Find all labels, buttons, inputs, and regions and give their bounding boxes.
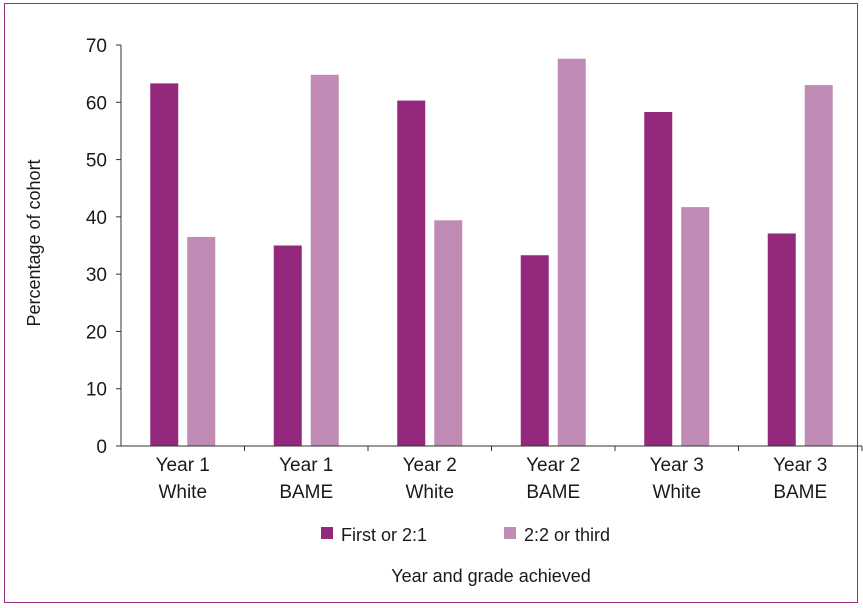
chart-frame: [4, 3, 858, 603]
x-tick-label: White: [652, 482, 701, 503]
x-tick-label: Year 1: [156, 455, 210, 476]
y-axis-title: Percentage of cohort: [24, 159, 44, 326]
x-tick-label: BAME: [526, 482, 580, 503]
bars: [150, 58, 833, 447]
y-tick-label: 60: [86, 93, 107, 114]
bar-first-or-2-1: [397, 100, 426, 447]
x-tick-label: Year 3: [773, 455, 827, 476]
y-axis: 0 10 20 30 40 50 60 70: [86, 36, 122, 458]
bar-first-or-2-1: [644, 112, 673, 446]
bar-2-2-or-third: [187, 236, 216, 446]
bar-2-2-or-third: [681, 207, 710, 446]
legend-label: First or 2:1: [341, 525, 427, 545]
x-tick-label: Year 2: [403, 455, 457, 476]
x-tick-label: White: [405, 482, 454, 503]
x-axis-title: Year and grade achieved: [391, 566, 591, 586]
x-axis: Year 1 White Year 1 BAME Year 2 White Year 2 BA…: [121, 445, 863, 503]
bar-first-or-2-1: [520, 255, 549, 446]
x-tick-label: BAME: [773, 482, 827, 503]
x-tick-label: White: [158, 482, 207, 503]
legend-swatch: [321, 527, 333, 539]
legend-swatch: [504, 527, 516, 539]
x-tick-label: Year 2: [526, 455, 580, 476]
bar-first-or-2-1: [767, 233, 796, 446]
y-tick-label: 0: [96, 437, 107, 458]
bar-first-or-2-1: [273, 245, 302, 446]
y-tick-label: 50: [86, 151, 107, 172]
bar-first-or-2-1: [150, 83, 179, 446]
y-tick-label: 70: [86, 36, 107, 57]
x-tick-label: Year 3: [650, 455, 704, 476]
y-tick-label: 20: [86, 322, 107, 343]
bar-2-2-or-third: [557, 58, 586, 447]
y-tick-label: 30: [86, 265, 107, 286]
y-tick-label: 10: [86, 380, 107, 401]
bar-2-2-or-third: [804, 85, 833, 446]
bar-2-2-or-third: [310, 74, 339, 446]
x-tick-label: BAME: [279, 482, 333, 503]
legend: First or 2:1 2:2 or third: [321, 525, 610, 545]
y-tick-label: 40: [86, 208, 107, 229]
x-tick-label: Year 1: [279, 455, 333, 476]
legend-label: 2:2 or third: [524, 525, 610, 545]
bar-2-2-or-third: [434, 220, 463, 446]
